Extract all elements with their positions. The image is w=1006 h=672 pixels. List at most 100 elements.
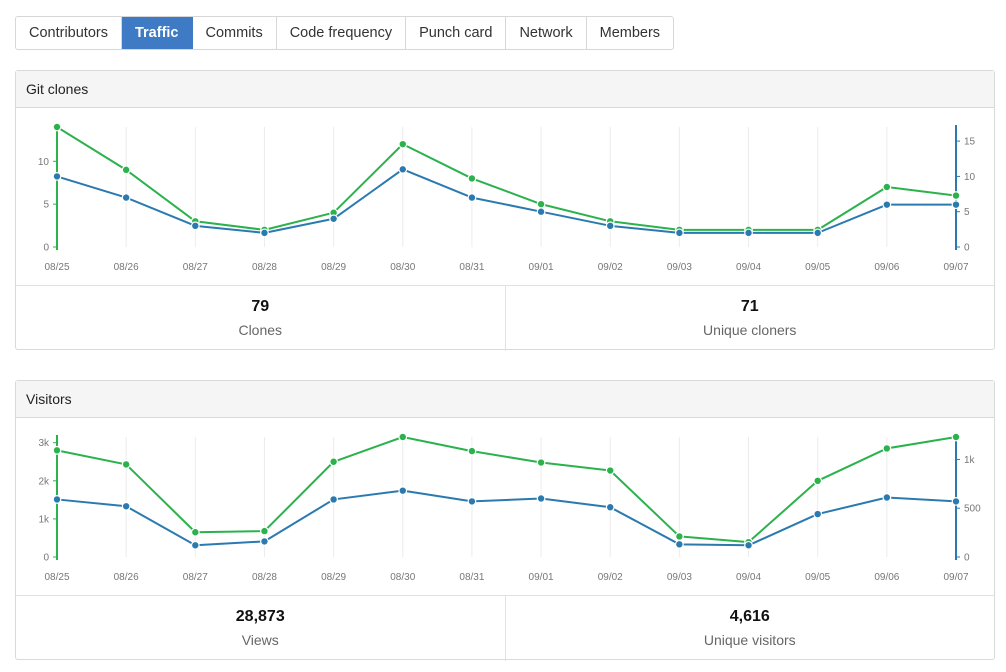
tab-contributors[interactable]: Contributors [16, 17, 122, 49]
x-tick-label: 08/28 [252, 262, 277, 273]
data-point-unique-cloners [536, 207, 546, 217]
data-point-views [605, 466, 615, 475]
data-point-clones [121, 165, 131, 175]
x-tick-label: 09/07 [943, 262, 968, 273]
data-point-views [260, 526, 269, 536]
visitors-title: Visitors [16, 381, 994, 418]
data-point-unique-cloners [467, 193, 477, 202]
right-axis-tick-label: 10 [964, 172, 976, 183]
left-axis-tick-label: 5 [43, 200, 49, 211]
tab-punch-card[interactable]: Punch card [406, 17, 507, 49]
data-point-unique-visitors [951, 496, 961, 506]
git-clones-chart: 08/25 08/26 08/27 08/28 08/29 08/30 08/31 09/01… [38, 122, 976, 273]
data-point-unique-cloners [190, 221, 200, 231]
left-axis-tick-label: 0 [43, 243, 49, 254]
data-point-unique-visitors [190, 540, 200, 550]
data-point-unique-visitors [329, 495, 339, 504]
data-point-clones [52, 122, 62, 132]
clones-label: Clones [238, 322, 283, 338]
x-tick-label: 08/31 [459, 572, 484, 583]
x-tick-label: 09/05 [805, 262, 830, 273]
git-clones-title: Git clones [16, 71, 994, 108]
series-line-unique-cloners [56, 168, 956, 234]
x-tick-label: 08/29 [321, 572, 346, 583]
clones-stat: 79 Clones [16, 286, 505, 351]
data-point-views [52, 445, 62, 455]
data-point-clones [536, 199, 546, 209]
data-point-unique-visitors [605, 502, 615, 512]
right-axis-tick-label: 500 [964, 504, 981, 515]
data-point-views [329, 457, 339, 467]
data-point-unique-cloners [398, 164, 408, 174]
left-axis-tick-label: 3k [38, 438, 50, 449]
views-label: Views [241, 632, 279, 648]
x-tick-label: 09/04 [736, 262, 761, 273]
left-axis-tick-label: 10 [38, 157, 50, 168]
data-point-clones [882, 182, 892, 192]
x-tick-label: 08/26 [114, 572, 139, 583]
views-count: 28,873 [235, 608, 285, 625]
x-tick-label: 08/25 [44, 262, 69, 273]
x-tick-label: 08/26 [114, 262, 139, 273]
unique-visitors-stat: 4,616 Unique visitors [504, 596, 995, 661]
data-point-unique-cloners [260, 228, 269, 238]
visitors-stats: 28,873 Views 4,616 Unique visitors [16, 595, 994, 661]
unique-visitors-count: 4,616 [729, 608, 770, 625]
data-point-unique-cloners [121, 193, 131, 202]
unique-cloners-stat: 71 Unique cloners [504, 286, 995, 351]
data-point-views [674, 532, 684, 541]
data-point-unique-visitors [260, 536, 269, 546]
x-tick-label: 09/01 [529, 572, 554, 583]
series-line-clones [56, 126, 957, 231]
data-point-unique-visitors [882, 493, 892, 502]
unique-cloners-label: Unique cloners [703, 322, 797, 338]
x-tick-label: 08/27 [183, 262, 208, 273]
data-point-unique-visitors [121, 501, 131, 511]
views-stat: 28,873 Views [16, 596, 505, 661]
x-tick-label: 09/07 [943, 572, 968, 583]
x-tick-label: 08/28 [252, 572, 277, 583]
clones-count: 79 [251, 298, 270, 315]
data-point-unique-cloners [674, 228, 684, 238]
data-point-unique-visitors [813, 509, 823, 519]
data-point-clones [467, 174, 477, 183]
right-axis-tick-label: 5 [964, 207, 970, 218]
right-axis-tick-label: 0 [964, 553, 970, 564]
series-line-views [56, 436, 957, 544]
x-tick-label: 09/02 [598, 262, 623, 273]
tab-members[interactable]: Members [599, 25, 661, 41]
data-point-unique-cloners [882, 200, 892, 210]
data-point-views [951, 432, 961, 442]
visitors-panel: Visitors 08/25 08/26 08/27 08/28 08/29 08/30 0… [15, 380, 995, 661]
data-point-unique-cloners [744, 228, 753, 238]
unique-cloners-count: 71 [740, 298, 759, 315]
tab-traffic[interactable]: Traffic [121, 17, 193, 49]
left-axis-tick-label: 1k [38, 514, 50, 525]
x-tick-label: 08/30 [390, 262, 415, 273]
data-point-views [882, 444, 892, 453]
data-point-views [121, 460, 131, 469]
x-tick-label: 08/25 [44, 572, 69, 583]
data-point-unique-cloners [329, 214, 339, 224]
data-point-unique-visitors [467, 496, 477, 506]
data-point-views [813, 476, 823, 486]
unique-visitors-label: Unique visitors [703, 632, 796, 648]
tab-code-frequency[interactable]: Code frequency [277, 17, 407, 49]
git-clones-stats: 79 Clones 71 Unique cloners [16, 285, 994, 351]
tab-network[interactable]: Network [506, 17, 587, 49]
data-point-unique-visitors [52, 495, 62, 504]
x-tick-label: 09/06 [874, 262, 899, 273]
x-tick-label: 08/27 [183, 572, 208, 583]
tab-commits[interactable]: Commits [193, 17, 277, 49]
data-point-unique-cloners [605, 221, 615, 231]
data-point-clones [398, 139, 408, 149]
x-tick-label: 08/31 [459, 262, 484, 273]
data-point-views [536, 458, 546, 467]
data-point-unique-visitors [744, 540, 753, 550]
left-axis-tick-label: 2k [38, 476, 50, 487]
series-line-unique-visitors [56, 489, 957, 547]
data-point-unique-cloners [52, 172, 62, 181]
x-tick-label: 09/04 [736, 572, 761, 583]
right-axis-tick-label: 1k [964, 455, 976, 466]
data-point-unique-cloners [813, 228, 823, 238]
